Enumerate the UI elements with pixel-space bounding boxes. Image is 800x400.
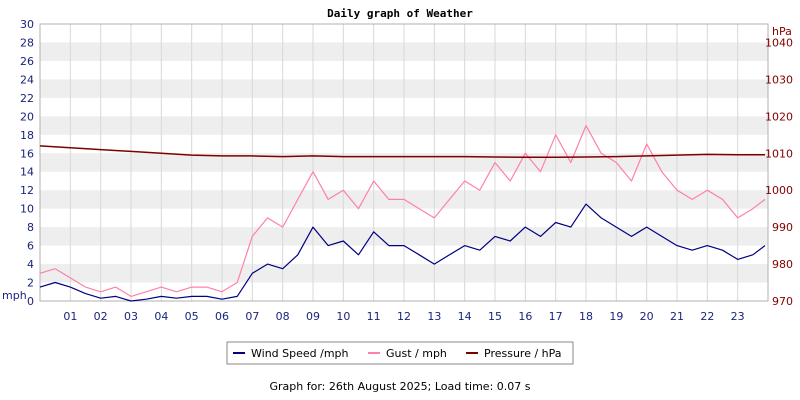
- left-tick-label: 22: [20, 92, 34, 105]
- x-tick-label: 17: [549, 310, 563, 323]
- x-tick-label: 09: [306, 310, 320, 323]
- plot-frame: [39, 23, 769, 302]
- series-line-1: [39, 124, 766, 297]
- right-tick-label: 1020: [765, 110, 793, 123]
- left-tick-label: 6: [27, 240, 34, 253]
- left-tick-label: 16: [20, 147, 34, 160]
- left-tick-label: 18: [20, 129, 34, 142]
- right-tick-label: 1040: [765, 36, 793, 49]
- footer-text: Graph for: 26th August 2025; Load time: …: [269, 380, 531, 393]
- right-tick-label: 980: [772, 258, 793, 271]
- left-tick-label: 0: [27, 295, 34, 308]
- legend-item-pressure: Pressure / hPa: [466, 347, 562, 360]
- x-tick-label: 23: [731, 310, 745, 323]
- left-tick-label: 12: [20, 184, 34, 197]
- legend-label-pressure: Pressure / hPa: [484, 347, 562, 360]
- x-tick-label: 08: [276, 310, 290, 323]
- left-tick-label: 20: [20, 110, 34, 123]
- left-tick-label: 28: [20, 36, 34, 49]
- x-tick-label: 18: [579, 310, 593, 323]
- series-layer: [39, 124, 766, 302]
- left-tick-label: 24: [20, 73, 34, 86]
- x-tick-label: 04: [154, 310, 168, 323]
- x-tick-label: 03: [124, 310, 138, 323]
- x-tick-label: 22: [700, 310, 714, 323]
- legend-label-gust: Gust / mph: [386, 347, 447, 360]
- x-axis-ticks: 01 02 03 04 05 06 07 08 09 10 11 12 13 14 15 16 17 18 19 20…: [63, 310, 744, 323]
- chart-title: Daily graph of Weather: [327, 7, 473, 20]
- legend-box: [226, 341, 574, 365]
- right-tick-label: 1010: [765, 147, 793, 160]
- x-tick-label: 10: [336, 310, 350, 323]
- x-tick-label: 21: [670, 310, 684, 323]
- left-tick-label: 4: [27, 258, 34, 271]
- right-axis-label: hPa: [772, 25, 792, 38]
- right-tick-label: 1030: [765, 73, 793, 86]
- x-tick-label: 06: [215, 310, 229, 323]
- x-tick-label: 01: [63, 310, 77, 323]
- x-tick-label: 12: [397, 310, 411, 323]
- x-tick-label: 05: [185, 310, 199, 323]
- x-tick-label: 19: [609, 310, 623, 323]
- left-tick-label: 2: [27, 277, 34, 290]
- legend-item-gust: Gust / mph: [368, 347, 447, 360]
- x-tick-label: 15: [488, 310, 502, 323]
- left-tick-label: 30: [20, 18, 34, 31]
- series-line-0: [39, 203, 766, 302]
- right-tick-label: 1000: [765, 184, 793, 197]
- left-tick-label: 10: [20, 203, 34, 216]
- right-tick-label: 990: [772, 221, 793, 234]
- right-axis-ticks: 970 980 990 1000 1010 1020 1030 1040: [765, 36, 793, 308]
- legend-item-wind: Wind Speed /mph: [233, 347, 349, 360]
- x-tick-label: 16: [518, 310, 532, 323]
- left-axis-label: mph: [2, 289, 27, 302]
- x-tick-label: 20: [640, 310, 654, 323]
- vertical-grid: [69, 24, 739, 301]
- x-tick-label: 02: [94, 310, 108, 323]
- left-tick-label: 26: [20, 55, 34, 68]
- x-tick-label: 14: [458, 310, 472, 323]
- right-tick-label: 970: [772, 295, 793, 308]
- series-line-2: [39, 145, 765, 159]
- x-tick-label: 07: [245, 310, 259, 323]
- legend-label-wind: Wind Speed /mph: [251, 347, 349, 360]
- left-tick-label: 8: [27, 221, 34, 234]
- x-tick-label: 13: [427, 310, 441, 323]
- left-tick-label: 14: [20, 166, 34, 179]
- weather-chart: Daily graph of Weather 02468101214161820…: [2, 7, 793, 365]
- x-tick-label: 11: [367, 310, 381, 323]
